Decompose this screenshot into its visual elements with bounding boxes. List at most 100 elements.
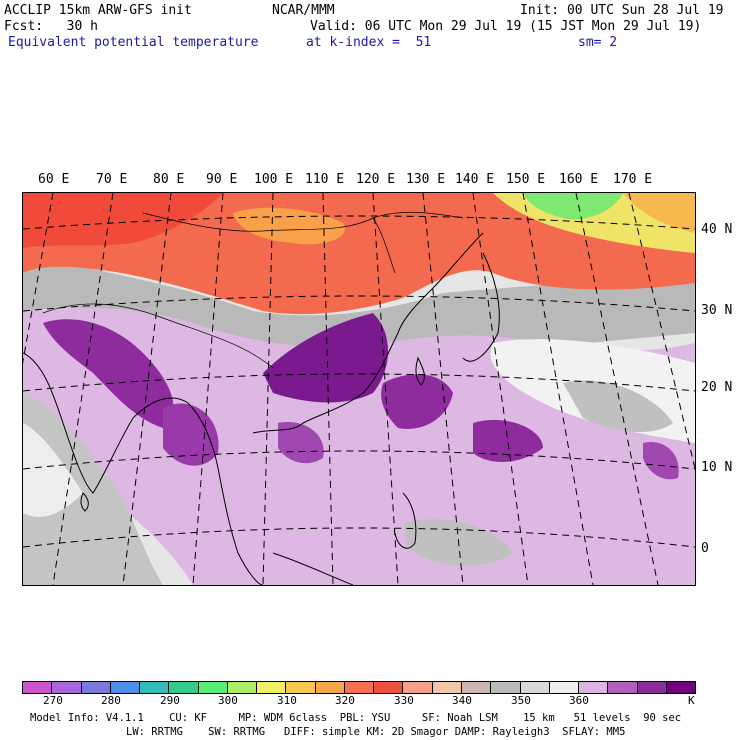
lat-label: 0 [701, 541, 709, 556]
field-purple-bay-of-bengal [163, 403, 219, 466]
colorbar-swatch [81, 682, 111, 693]
field-grey-pacific-1 [563, 380, 673, 433]
colorbar-swatch [315, 682, 345, 693]
physics-info-line: LW: RRTMG SW: RRTMG DIFF: simple KM: 2D … [126, 726, 626, 738]
colorbar-swatch [579, 682, 609, 693]
coastline-sri-lanka [80, 492, 89, 512]
parallel-10n [23, 450, 695, 470]
colorbar-tick-label: 360 [569, 694, 589, 707]
coastline-india [23, 352, 189, 494]
field-purple-east-china-sea [381, 374, 453, 429]
lon-label: 170 E [613, 172, 653, 187]
meridian-140e [472, 193, 529, 585]
meridian-90e [192, 193, 224, 585]
lat-label: 10 N [701, 460, 733, 475]
lat-label: 40 N [701, 222, 733, 237]
colorbar-tick-label: 330 [394, 694, 414, 707]
field-name: Equivalent potential temperature [8, 35, 259, 50]
field-orange-ne [623, 193, 695, 233]
field-purple-east-pacific [643, 442, 679, 480]
colorbar-swatch [23, 682, 53, 693]
meridian-80e [122, 193, 172, 585]
lat-label: 20 N [701, 380, 733, 395]
smoothing-label: sm= 2 [578, 35, 618, 50]
forecast-hour: Fcst: 30 h [4, 19, 98, 34]
field-white-arabian-sea [23, 423, 83, 517]
coastlines [23, 232, 500, 585]
colorbar-swatch [549, 682, 580, 693]
colorbar [22, 681, 696, 694]
border-himalaya [42, 303, 274, 369]
field-green-ne [523, 193, 623, 220]
meridian-120e [372, 193, 399, 585]
colorbar-swatch [432, 682, 462, 693]
field-grey-pacific-2 [403, 519, 513, 566]
lon-label: 160 E [559, 172, 599, 187]
lon-label: 60 E [38, 172, 70, 187]
model-info-line: Model Info: V4.1.1 CU: KF MP: WDM 6class… [30, 712, 682, 724]
field-hot-north [23, 193, 223, 248]
colorbar-swatch [344, 682, 375, 693]
lon-label: 150 E [506, 172, 546, 187]
field-purple-china [263, 313, 388, 403]
colorbar-swatch [637, 682, 667, 693]
field-purple-indo-gangetic [43, 319, 174, 428]
colorbar-tick-label: 280 [101, 694, 121, 707]
field-purple-south-china-sea [278, 422, 324, 464]
lon-label: 140 E [455, 172, 495, 187]
colorbar-tick-label: 300 [218, 694, 238, 707]
colorbar-swatch [286, 682, 316, 693]
coastline-taiwan [415, 356, 425, 386]
lon-label: 70 E [96, 172, 128, 187]
colorbar-tick-label: 270 [43, 694, 63, 707]
colorbar-swatch [140, 682, 170, 693]
colorbar-swatch [491, 682, 521, 693]
lon-label: 130 E [406, 172, 446, 187]
colorbar-tick-label: 320 [335, 694, 355, 707]
colorbar-swatch [520, 682, 550, 693]
coastline-china [252, 232, 484, 434]
graticule [23, 193, 695, 585]
colorbar-swatch [227, 682, 258, 693]
colorbar-swatch [52, 682, 82, 693]
colorbar-tick-label: 350 [511, 694, 531, 707]
colorbar-tick-label: 290 [160, 694, 180, 707]
meridian-150e [522, 193, 594, 585]
colorbar-swatch [257, 682, 287, 693]
meridian-70e [52, 193, 114, 585]
field-grey-indian-ocean [23, 393, 163, 585]
coastline-borneo [272, 552, 354, 585]
lon-label: 100 E [254, 172, 294, 187]
colorbar-units: K [688, 694, 695, 707]
parallel-40n [23, 215, 695, 230]
colorbar-swatch [374, 682, 404, 693]
parallel-0 [23, 527, 695, 548]
init-time: Init: 00 UTC Sun 28 Jul 19 [520, 3, 724, 18]
colorbar-swatch [198, 682, 228, 693]
border-mongolia [142, 211, 464, 232]
lon-label: 80 E [153, 172, 185, 187]
lat-label: 30 N [701, 303, 733, 318]
field-orange-patch [233, 207, 345, 245]
meridian-110e [322, 193, 334, 585]
parallel-30n [23, 295, 695, 312]
coastline-philippines [394, 492, 417, 549]
coastline-malay-peninsula [187, 402, 264, 585]
field-warm-north [23, 193, 695, 315]
colorbar-tick-label: 340 [452, 694, 472, 707]
parallel-20n [23, 373, 695, 392]
meridian-100e [262, 193, 274, 585]
meridian-130e [422, 193, 464, 585]
valid-time: Valid: 06 UTC Mon 29 Jul 19 (15 JST Mon … [310, 19, 702, 34]
model-title: ACCLIP 15km ARW-GFS init [4, 3, 192, 18]
meridian-160e [575, 193, 659, 585]
field-purple-western-pacific [473, 419, 543, 463]
colorbar-tick-label: 310 [277, 694, 297, 707]
lon-label: 120 E [356, 172, 396, 187]
level-index: at k-index = 51 [306, 35, 432, 50]
coastline-japan [462, 252, 500, 362]
map-panel [22, 192, 696, 586]
colorbar-swatch [110, 682, 141, 693]
field-grey-band [23, 253, 695, 363]
border-northeast-china [372, 217, 396, 274]
